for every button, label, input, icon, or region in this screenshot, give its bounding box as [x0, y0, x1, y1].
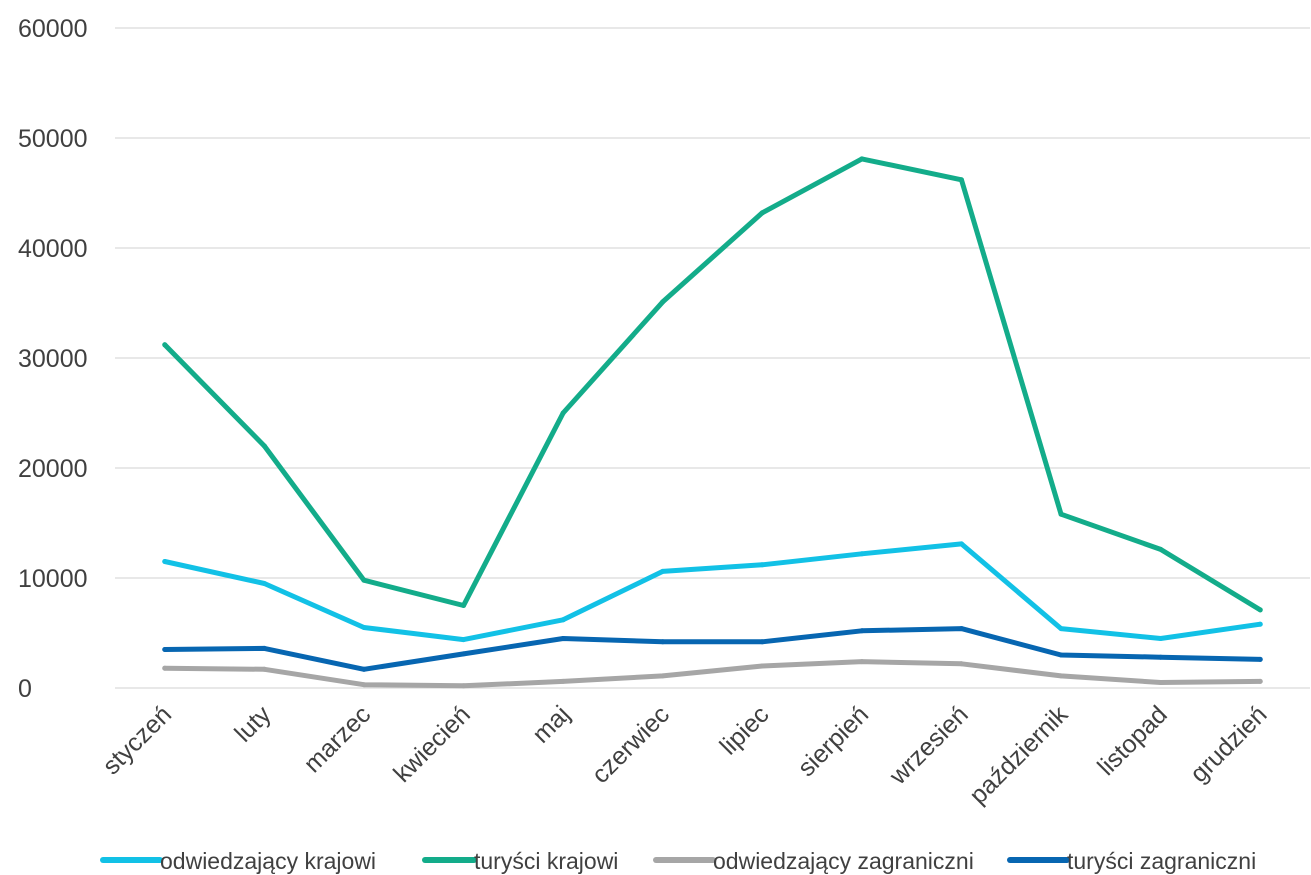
data-point — [1158, 680, 1164, 685]
series-line — [162, 659, 1263, 689]
data-point — [1058, 652, 1064, 658]
data-point — [261, 581, 267, 586]
data-point — [1158, 636, 1164, 641]
gridlines — [115, 27, 1310, 689]
series-lines — [162, 156, 1263, 689]
data-point — [560, 636, 566, 641]
legend-label: odwiedzający krajowi — [160, 848, 376, 874]
x-tick-label: marzec — [298, 700, 376, 778]
data-point — [1257, 621, 1263, 627]
data-point — [859, 628, 865, 634]
data-point — [261, 666, 267, 672]
data-point — [1257, 678, 1263, 684]
data-point — [759, 210, 765, 216]
x-tick-label: listopad — [1092, 700, 1173, 781]
data-point — [958, 541, 964, 547]
data-point — [162, 342, 168, 348]
data-point — [859, 659, 865, 665]
data-point — [1257, 607, 1263, 613]
data-point — [361, 625, 367, 630]
data-point — [1257, 656, 1263, 662]
data-point — [162, 559, 168, 564]
y-tick-label: 10000 — [18, 565, 88, 593]
x-tick-label: lipiec — [714, 700, 774, 760]
data-point — [859, 156, 865, 162]
series-line — [162, 541, 1263, 643]
data-point — [1158, 654, 1164, 660]
x-tick-label: październik — [964, 700, 1074, 810]
data-point — [660, 639, 666, 645]
x-tick-label: styczeń — [97, 700, 177, 780]
y-tick-label: 20000 — [18, 455, 88, 483]
x-tick-label: grudzień — [1185, 700, 1273, 788]
data-point — [461, 637, 467, 643]
data-point — [361, 666, 367, 672]
legend: odwiedzający krajowi turyści krajowi odwie… — [100, 848, 1256, 874]
data-point — [958, 661, 964, 667]
x-tick-label: luty — [229, 700, 277, 748]
data-point — [958, 177, 964, 183]
data-point — [759, 639, 765, 645]
data-point — [660, 568, 666, 574]
data-point — [461, 683, 467, 689]
data-point — [162, 665, 168, 671]
x-tick-label: kwiecień — [388, 700, 476, 788]
data-point — [261, 645, 267, 651]
data-point — [361, 682, 367, 688]
data-point — [560, 678, 566, 684]
data-point — [162, 647, 168, 652]
data-point — [461, 651, 467, 657]
data-point — [660, 673, 666, 679]
y-tick-label: 30000 — [18, 345, 88, 373]
y-tick-label: 50000 — [18, 125, 88, 153]
data-point — [261, 443, 267, 449]
x-tick-label: sierpień — [792, 700, 874, 782]
series-line — [162, 626, 1263, 672]
data-point — [1058, 673, 1064, 679]
data-point — [361, 577, 367, 583]
data-point — [560, 617, 566, 623]
data-point — [759, 663, 765, 669]
x-axis-tick-labels: styczeń luty marzec kwiecień maj czerwiec lipi… — [97, 700, 1272, 810]
data-point — [958, 626, 964, 632]
y-tick-label: 60000 — [18, 15, 88, 43]
data-point — [1058, 626, 1064, 632]
x-tick-label: czerwiec — [586, 700, 675, 789]
series-line — [162, 156, 1263, 613]
data-point — [560, 410, 566, 416]
data-point — [1158, 546, 1164, 552]
legend-label: odwiedzający zagraniczni — [713, 848, 974, 874]
data-point — [1058, 511, 1064, 517]
x-tick-label: maj — [527, 700, 575, 748]
y-axis-tick-labels: 0 10000 20000 30000 40000 50000 60000 — [18, 15, 88, 703]
y-tick-label: 0 — [18, 675, 32, 703]
data-point — [660, 299, 666, 305]
data-point — [859, 551, 865, 557]
data-point — [759, 562, 765, 568]
legend-label: turyści zagraniczni — [1067, 848, 1256, 874]
data-point — [461, 603, 467, 608]
y-tick-label: 40000 — [18, 235, 88, 263]
x-tick-label: wrzesień — [883, 700, 973, 790]
legend-label: turyści krajowi — [474, 848, 618, 874]
